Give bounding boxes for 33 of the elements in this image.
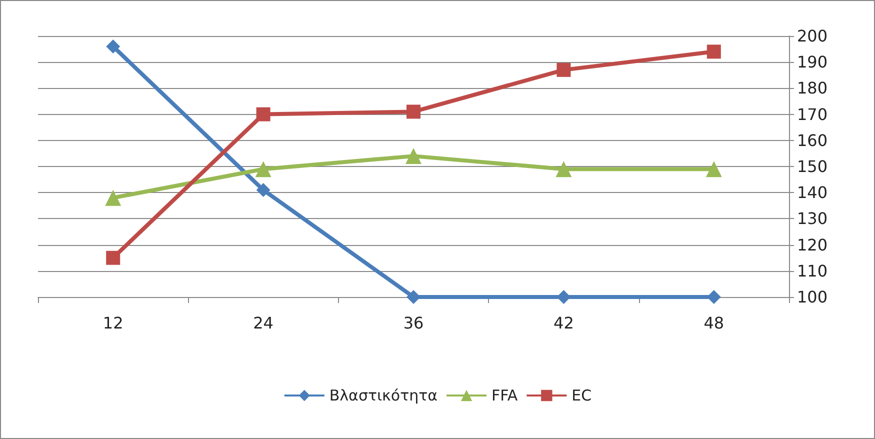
x-tick-label: 36 <box>403 314 424 332</box>
y-tick-label: 130 <box>797 209 828 228</box>
legend-label: FFA <box>492 386 518 404</box>
x-tick-label: 48 <box>704 314 724 332</box>
point <box>106 39 120 54</box>
y-tick-label: 160 <box>797 130 828 150</box>
point <box>556 290 571 304</box>
y-tick-label: 170 <box>797 104 828 124</box>
point <box>256 182 270 197</box>
y-tick-label: 110 <box>797 261 828 280</box>
legend-label: EC <box>572 386 592 404</box>
x-tick-label: 12 <box>102 314 124 332</box>
y-tick-label: 150 <box>797 157 828 176</box>
point <box>406 148 422 164</box>
x-tick-label: 42 <box>554 314 574 332</box>
point <box>406 104 420 119</box>
legend-label: Βλαστικότητα <box>329 386 438 404</box>
point <box>255 161 272 178</box>
y-tick-label: 200 <box>797 26 828 46</box>
x-tick-label: 24 <box>253 314 274 332</box>
point <box>406 290 420 304</box>
point <box>256 107 270 122</box>
point <box>706 161 722 178</box>
y-tick-label: 120 <box>797 235 828 254</box>
y-tick-label: 190 <box>797 52 828 72</box>
y-tick-label: 180 <box>797 78 828 98</box>
point <box>706 44 721 59</box>
point <box>105 190 122 206</box>
point <box>556 62 571 77</box>
y-tick-label: 100 <box>797 288 828 306</box>
y-tick-label: 140 <box>797 183 828 202</box>
point <box>106 250 120 265</box>
point <box>556 161 572 178</box>
